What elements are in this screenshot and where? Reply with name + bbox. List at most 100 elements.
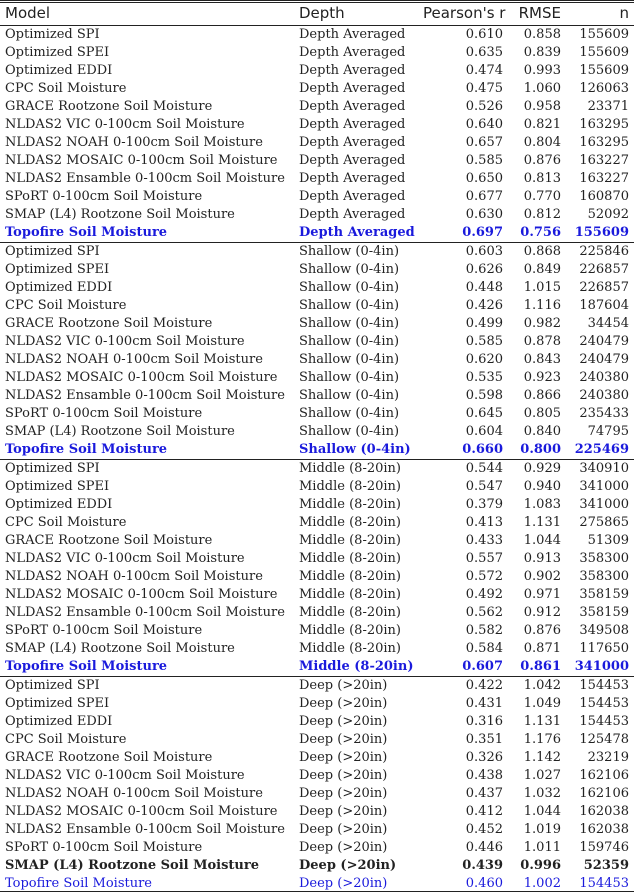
cell-rmse: 1.044 (523, 533, 561, 548)
cell-rmse: 0.756 (508, 224, 566, 243)
cell-n: 225846 (579, 244, 629, 259)
cell-pearson-r: 0.544 (465, 461, 503, 476)
cell-pearson-r: 0.645 (465, 406, 503, 421)
cell-depth: Middle (8-20in) (299, 641, 401, 656)
table-row: SMAP (L4) Rootzone Soil Moisture Shallow … (0, 423, 634, 441)
cell-depth: Depth Averaged (299, 135, 406, 150)
cell-n: 163295 (579, 135, 629, 150)
table-row: Optimized SPEI Deep (>20in) 0.431 1.049 1544… (0, 695, 634, 713)
cell-depth: Depth Averaged (299, 207, 406, 222)
cell-pearson-r: 0.585 (465, 334, 503, 349)
table-row: NLDAS2 MOSAIC 0-100cm Soil Moisture Shall… (0, 369, 634, 387)
cell-pearson-r: 0.448 (465, 280, 503, 295)
cell-pearson-r: 0.379 (465, 497, 503, 512)
cell-depth: Depth Averaged (294, 224, 418, 243)
table-row: NLDAS2 VIC 0-100cm Soil Moisture Depth Av… (0, 116, 634, 134)
cell-n: 162106 (579, 786, 629, 801)
cell-rmse: 0.840 (523, 424, 561, 439)
cell-model: Optimized SPEI (5, 479, 110, 494)
cell-pearson-r: 0.499 (465, 316, 503, 331)
cell-n: 159746 (579, 840, 629, 855)
cell-depth: Depth Averaged (299, 45, 406, 60)
cell-depth: Shallow (0-4in) (299, 298, 400, 313)
cell-pearson-r: 0.439 (462, 858, 503, 873)
table-row: SMAP (L4) Rootzone Soil Moisture Depth Av… (0, 206, 634, 224)
table-row: Optimized SPEI Middle (8-20in) 0.547 0.940 3… (0, 478, 634, 496)
column-header-rmse: RMSE (508, 0, 566, 26)
cell-pearson-r: 0.460 (465, 876, 503, 891)
cell-model: NLDAS2 VIC 0-100cm Soil Moisture (5, 551, 245, 566)
cell-pearson-r: 0.431 (465, 696, 503, 711)
cell-n: 163227 (579, 171, 629, 186)
table-row: SPoRT 0-100cm Soil Moisture Shallow (0-4i… (0, 405, 634, 423)
cell-depth: Deep (>20in) (299, 876, 388, 891)
table-row: Optimized SPI Shallow (0-4in) 0.603 0.868 22… (0, 243, 634, 262)
cell-rmse: 1.044 (523, 804, 561, 819)
cell-n: 240479 (579, 334, 629, 349)
cell-pearson-r: 0.697 (418, 224, 508, 243)
cell-model: NLDAS2 NOAH 0-100cm Soil Moisture (5, 135, 263, 150)
cell-model: NLDAS2 MOSAIC 0-100cm Soil Moisture (5, 587, 278, 602)
cell-rmse: 0.821 (523, 117, 561, 132)
cell-n: 358159 (579, 605, 629, 620)
cell-depth: Depth Averaged (299, 99, 406, 114)
table-row: SMAP (L4) Rootzone Soil Moisture Deep (>2… (0, 857, 634, 875)
cell-pearson-r: 0.657 (465, 135, 503, 150)
cell-pearson-r: 0.584 (465, 641, 503, 656)
bottom-rule (0, 891, 634, 892)
cell-pearson-r: 0.585 (465, 153, 503, 168)
cell-n: 34454 (587, 316, 629, 331)
table-row: Topofire Soil Moisture Deep (>20in) 0.460 1… (0, 875, 634, 893)
table-row: Optimized EDDI Middle (8-20in) 0.379 1.083 3… (0, 496, 634, 514)
column-header-depth: Depth (294, 0, 418, 26)
table-row: NLDAS2 VIC 0-100cm Soil Moisture Middle (… (0, 550, 634, 568)
cell-depth: Deep (>20in) (299, 858, 397, 873)
cell-n: 341000 (566, 658, 634, 677)
cell-model: Optimized EDDI (5, 714, 113, 729)
header-row: Model Depth Pearson's r RMSE n (0, 0, 634, 26)
cell-depth: Middle (8-20in) (299, 515, 401, 530)
cell-pearson-r: 0.582 (465, 623, 503, 638)
cell-model: NLDAS2 MOSAIC 0-100cm Soil Moisture (5, 153, 278, 168)
cell-rmse: 0.878 (523, 334, 561, 349)
cell-model: NLDAS2 NOAH 0-100cm Soil Moisture (5, 569, 263, 584)
cell-rmse: 0.876 (523, 153, 561, 168)
cell-pearson-r: 0.535 (465, 370, 503, 385)
cell-pearson-r: 0.437 (465, 786, 503, 801)
table-row: NLDAS2 Ensamble 0-100cm Soil Moisture Sha… (0, 387, 634, 405)
cell-model: GRACE Rootzone Soil Moisture (5, 533, 213, 548)
cell-model: Optimized SPI (5, 244, 100, 259)
cell-depth: Depth Averaged (299, 171, 406, 186)
cell-rmse: 0.858 (523, 27, 561, 42)
cell-n: 52359 (583, 858, 629, 873)
cell-rmse: 0.923 (523, 370, 561, 385)
cell-rmse: 1.027 (523, 768, 561, 783)
cell-rmse: 1.060 (523, 81, 561, 96)
cell-n: 23219 (587, 750, 629, 765)
table-row: NLDAS2 Ensamble 0-100cm Soil Moisture Mid… (0, 604, 634, 622)
cell-n: 341000 (579, 497, 629, 512)
cell-model: NLDAS2 Ensamble 0-100cm Soil Moisture (5, 822, 285, 837)
cell-depth: Deep (>20in) (299, 732, 388, 747)
cell-n: 23371 (587, 99, 629, 114)
cell-model: SMAP (L4) Rootzone Soil Moisture (5, 858, 259, 873)
cell-depth: Shallow (0-4in) (294, 441, 418, 460)
cell-pearson-r: 0.452 (465, 822, 503, 837)
table-row: NLDAS2 NOAH 0-100cm Soil Moisture Middle … (0, 568, 634, 586)
cell-n: 162038 (579, 804, 629, 819)
table-row: CPC Soil Moisture Depth Averaged 0.475 1.06… (0, 80, 634, 98)
cell-pearson-r: 0.607 (418, 658, 508, 677)
cell-n: 162038 (579, 822, 629, 837)
cell-depth: Deep (>20in) (299, 678, 388, 693)
cell-rmse: 1.176 (523, 732, 561, 747)
cell-n: 225469 (566, 441, 634, 460)
cell-depth: Middle (8-20in) (299, 623, 401, 638)
cell-model: SPoRT 0-100cm Soil Moisture (5, 623, 203, 638)
cell-pearson-r: 0.475 (465, 81, 503, 96)
cell-model: Optimized SPI (5, 461, 100, 476)
table-row: Topofire Soil Moisture Depth Averaged 0.69… (0, 224, 634, 243)
cell-pearson-r: 0.603 (465, 244, 503, 259)
cell-n: 341000 (579, 479, 629, 494)
cell-pearson-r: 0.474 (465, 63, 503, 78)
cell-pearson-r: 0.413 (465, 515, 503, 530)
